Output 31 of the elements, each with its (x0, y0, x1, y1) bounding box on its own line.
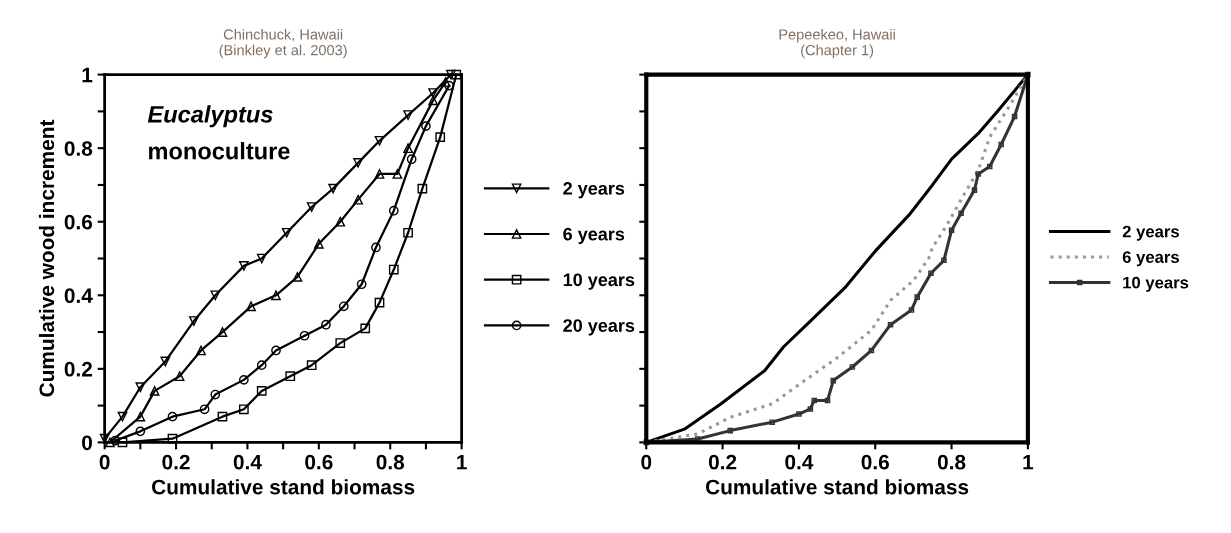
chart-title: Pepeekeo, Hawaii (Chapter 1) (779, 28, 895, 59)
legend-label: 2 years (1122, 225, 1179, 241)
x-tick-label: 0.8 (937, 454, 966, 470)
x-tick-label: 0.4 (233, 454, 262, 470)
y-axis-title: Cumulative wood increment (38, 119, 55, 397)
x-tick-label: 0.2 (708, 454, 737, 470)
legend-label: 6 years (1122, 251, 1179, 267)
x-tick-label: 0.8 (376, 454, 405, 470)
y-tick-label: 1 (82, 67, 93, 83)
y-tick-label: 0.2 (64, 361, 92, 377)
y-tick-label: 0.6 (64, 214, 93, 230)
y-tick-label: 0 (82, 435, 92, 451)
legend-label: 10 years (1123, 276, 1189, 292)
x-tick-label: 1 (1023, 454, 1034, 470)
x-tick-label: 1 (457, 454, 467, 470)
y-tick-label: 0.4 (64, 288, 93, 304)
x-tick-label: 0.2 (162, 454, 190, 470)
chart-title: Chinchuck, Hawaii (Binkley et al. 2003) (219, 28, 347, 59)
legend-label: 10 years (563, 273, 635, 290)
x-axis-title: Cumulative stand biomass (705, 479, 969, 495)
x-tick-label: 0 (99, 454, 110, 470)
x-tick-label: 0 (641, 454, 652, 470)
y-tick-label: 0.8 (64, 141, 93, 156)
legend-label: 2 years (563, 181, 625, 199)
x-tick-label: 0.6 (861, 454, 889, 470)
x-axis-title: Cumulative stand biomass (152, 479, 415, 495)
x-tick-label: 0.4 (785, 454, 814, 470)
legend-label: 6 years (563, 227, 625, 245)
annotation: Eucalyptus monoculture (147, 105, 290, 160)
legend-label: 20 years (563, 319, 635, 336)
x-tick-label: 0.6 (305, 454, 333, 470)
